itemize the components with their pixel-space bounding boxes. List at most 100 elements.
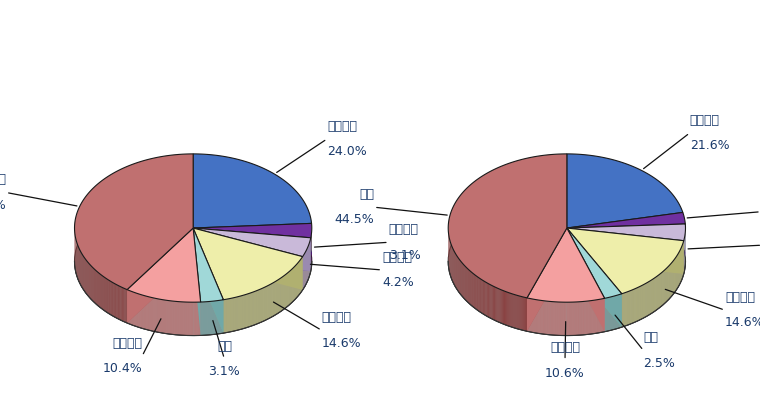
- Polygon shape: [567, 224, 686, 241]
- Text: 高处坠落: 高处坠落: [112, 337, 142, 350]
- Polygon shape: [523, 297, 524, 331]
- Polygon shape: [121, 287, 122, 321]
- Polygon shape: [526, 297, 527, 331]
- Polygon shape: [493, 286, 494, 320]
- Polygon shape: [193, 228, 201, 335]
- Polygon shape: [117, 285, 118, 319]
- Polygon shape: [480, 279, 481, 313]
- Polygon shape: [122, 287, 123, 321]
- Polygon shape: [127, 228, 201, 302]
- Polygon shape: [126, 289, 127, 323]
- Polygon shape: [486, 282, 487, 316]
- Polygon shape: [521, 296, 522, 330]
- Polygon shape: [125, 289, 126, 323]
- Polygon shape: [448, 154, 567, 298]
- Polygon shape: [115, 284, 116, 318]
- Text: 3.1%: 3.1%: [389, 248, 420, 261]
- Polygon shape: [567, 228, 684, 294]
- Polygon shape: [116, 285, 117, 318]
- Polygon shape: [496, 287, 497, 321]
- Polygon shape: [193, 228, 201, 335]
- Text: 触电: 触电: [644, 331, 658, 344]
- Polygon shape: [567, 228, 622, 298]
- Text: 坍塌: 坍塌: [359, 188, 374, 201]
- Polygon shape: [505, 291, 506, 325]
- Polygon shape: [193, 228, 311, 271]
- Polygon shape: [507, 292, 508, 326]
- Text: 14.6%: 14.6%: [725, 316, 760, 329]
- Polygon shape: [193, 228, 311, 271]
- Polygon shape: [118, 285, 119, 319]
- Text: 44.5%: 44.5%: [334, 213, 374, 226]
- Polygon shape: [193, 228, 302, 300]
- Polygon shape: [525, 297, 526, 331]
- Polygon shape: [527, 228, 567, 331]
- Polygon shape: [193, 228, 311, 256]
- Text: 24.0%: 24.0%: [327, 145, 367, 158]
- Text: 坍塌: 坍塌: [0, 173, 6, 186]
- Polygon shape: [193, 228, 302, 290]
- Polygon shape: [524, 297, 525, 331]
- Polygon shape: [193, 154, 312, 228]
- Polygon shape: [567, 154, 682, 228]
- Polygon shape: [567, 228, 622, 327]
- Text: 10.6%: 10.6%: [545, 367, 585, 380]
- Polygon shape: [510, 293, 511, 327]
- Polygon shape: [520, 296, 521, 330]
- Text: 触电: 触电: [217, 339, 232, 353]
- Polygon shape: [495, 287, 496, 321]
- Polygon shape: [120, 286, 121, 320]
- Polygon shape: [124, 288, 125, 322]
- Polygon shape: [123, 288, 124, 321]
- Text: 物体打击: 物体打击: [389, 223, 419, 236]
- Text: 其他伤害: 其他伤害: [690, 114, 720, 127]
- Polygon shape: [485, 282, 486, 316]
- Polygon shape: [500, 290, 502, 323]
- Polygon shape: [482, 279, 483, 313]
- Polygon shape: [499, 289, 500, 323]
- Polygon shape: [567, 228, 684, 274]
- Polygon shape: [567, 228, 605, 332]
- Polygon shape: [494, 287, 495, 321]
- Polygon shape: [516, 295, 517, 328]
- Text: 10.4%: 10.4%: [103, 362, 142, 375]
- Text: 起重伤害: 起重伤害: [321, 311, 352, 324]
- Polygon shape: [502, 290, 503, 324]
- Text: 4.2%: 4.2%: [382, 276, 414, 289]
- Polygon shape: [511, 294, 513, 327]
- Text: 车辆伤害: 车辆伤害: [382, 251, 412, 264]
- Polygon shape: [498, 288, 499, 322]
- Text: 21.6%: 21.6%: [690, 139, 730, 152]
- Ellipse shape: [448, 187, 686, 336]
- Polygon shape: [193, 228, 223, 333]
- Polygon shape: [487, 283, 488, 317]
- Polygon shape: [504, 291, 505, 325]
- Polygon shape: [567, 212, 686, 228]
- Polygon shape: [483, 281, 484, 314]
- Polygon shape: [74, 154, 193, 290]
- Polygon shape: [527, 228, 567, 331]
- Polygon shape: [567, 228, 622, 327]
- Polygon shape: [567, 228, 605, 332]
- Text: 3.1%: 3.1%: [208, 365, 240, 378]
- Polygon shape: [193, 228, 302, 290]
- Polygon shape: [127, 228, 193, 323]
- Polygon shape: [508, 293, 510, 326]
- Polygon shape: [492, 286, 493, 320]
- Polygon shape: [484, 281, 485, 315]
- Polygon shape: [519, 296, 520, 329]
- Polygon shape: [490, 285, 492, 318]
- Polygon shape: [127, 228, 193, 323]
- Text: 2.5%: 2.5%: [644, 357, 676, 370]
- Polygon shape: [119, 286, 120, 320]
- Polygon shape: [527, 228, 605, 302]
- Polygon shape: [497, 288, 498, 322]
- Text: 其他伤害: 其他伤害: [327, 120, 357, 133]
- Polygon shape: [503, 290, 504, 324]
- Polygon shape: [506, 292, 507, 326]
- Polygon shape: [517, 295, 518, 329]
- Text: 起重伤害: 起重伤害: [725, 291, 755, 304]
- Polygon shape: [193, 228, 223, 302]
- Polygon shape: [193, 223, 312, 238]
- Ellipse shape: [74, 187, 312, 336]
